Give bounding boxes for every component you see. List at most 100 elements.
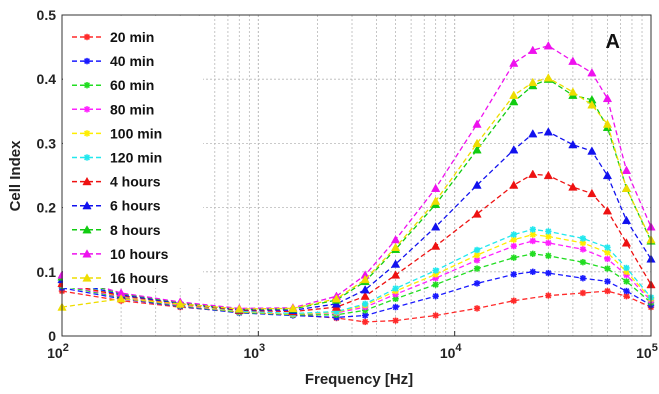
marker-stroke <box>362 318 369 325</box>
data-point <box>587 68 597 77</box>
legend-item: 6 hours <box>72 198 161 214</box>
data-point <box>529 231 536 238</box>
x-tick-label: 103 <box>243 342 265 361</box>
data-point <box>604 278 611 285</box>
marker-stroke <box>604 278 611 285</box>
series-line <box>61 240 652 315</box>
legend-marker <box>83 82 91 89</box>
legend-marker <box>83 130 91 137</box>
data-point <box>545 239 552 247</box>
data-point <box>392 285 399 292</box>
data-point <box>568 87 578 96</box>
marker-stroke <box>529 231 536 238</box>
marker-stroke <box>545 233 552 240</box>
data-point <box>529 226 536 233</box>
marker-stroke <box>545 292 552 299</box>
marker-stroke <box>529 250 536 257</box>
marker-stroke <box>392 295 399 302</box>
marker-stroke <box>392 304 399 311</box>
marker-stroke <box>545 252 552 259</box>
y-tick-label: 0.1 <box>37 264 57 280</box>
x-tick-label: 102 <box>47 342 69 361</box>
legend-item: 16 hours <box>72 270 169 286</box>
axis-ticks: 0 0.1 0.2 0.3 0.4 0.5 102 103 104 105 <box>37 7 658 361</box>
data-point <box>472 138 482 148</box>
marker-stroke <box>474 247 481 253</box>
marker-stroke <box>623 293 630 300</box>
data-point <box>390 234 401 244</box>
legend-marker <box>83 106 91 113</box>
marker-stroke <box>392 317 399 324</box>
marker-stroke <box>510 254 517 261</box>
legend-label: 100 min <box>110 125 162 141</box>
data-point <box>528 77 538 87</box>
data-point <box>431 241 441 250</box>
data-point <box>472 209 482 218</box>
marker-stroke <box>604 255 611 262</box>
legend-marker <box>82 176 92 186</box>
y-axis-title: Cell Index <box>7 140 24 212</box>
data-point <box>529 237 536 245</box>
data-point <box>621 183 632 192</box>
data-point <box>528 45 538 54</box>
data-point <box>473 280 481 287</box>
data-point <box>543 170 553 180</box>
data-point <box>392 303 399 311</box>
data-point <box>543 41 553 50</box>
data-point <box>604 255 611 263</box>
marker-stroke <box>529 268 536 275</box>
data-point <box>510 297 517 304</box>
marker-stroke <box>623 264 630 271</box>
data-point <box>568 182 578 191</box>
data-point <box>568 56 578 65</box>
data-point <box>621 165 632 174</box>
data-point <box>360 274 370 284</box>
marker-stroke <box>432 267 439 274</box>
data-point <box>623 287 630 295</box>
marker-stroke <box>623 278 630 285</box>
data-point <box>579 289 587 297</box>
data-point <box>568 139 578 149</box>
data-point <box>431 196 441 205</box>
data-point <box>432 312 439 319</box>
marker-stroke <box>362 300 369 307</box>
x-axis-title: Frequency [Hz] <box>305 371 413 388</box>
data-point <box>472 119 482 128</box>
data-point <box>472 145 482 154</box>
legend-label: 40 min <box>110 53 154 69</box>
data-point <box>579 258 587 266</box>
legend-item: 80 min <box>72 101 154 117</box>
marker-stroke <box>84 34 90 40</box>
data-point <box>288 303 298 313</box>
y-tick-label: 0.5 <box>37 7 57 23</box>
marker-stroke <box>623 288 630 295</box>
y-tick-label: 0.4 <box>37 71 57 87</box>
data-point <box>604 265 611 272</box>
data-point <box>509 145 519 154</box>
data-point <box>360 291 370 300</box>
data-point <box>361 318 369 326</box>
marker-stroke <box>579 275 586 282</box>
legend-marker <box>83 33 91 41</box>
legend-marker <box>83 57 91 65</box>
data-point <box>361 300 369 308</box>
data-point <box>473 265 481 272</box>
legend-label: 4 hours <box>110 174 161 190</box>
x-tick-label: 105 <box>636 342 658 361</box>
data-point <box>509 180 519 189</box>
marker-stroke <box>510 243 517 250</box>
series-10 <box>57 73 656 313</box>
data-point <box>604 244 611 251</box>
marker-stroke <box>579 239 586 246</box>
marker-stroke <box>545 228 552 235</box>
legend-label: 16 hours <box>110 270 169 286</box>
legend-item: 4 hours <box>72 174 161 190</box>
data-point <box>579 275 587 282</box>
data-point <box>528 129 538 138</box>
data-point <box>543 73 553 82</box>
data-point <box>390 242 401 252</box>
marker-stroke <box>579 259 586 266</box>
data-point <box>579 235 587 242</box>
marker-stroke <box>474 257 481 264</box>
